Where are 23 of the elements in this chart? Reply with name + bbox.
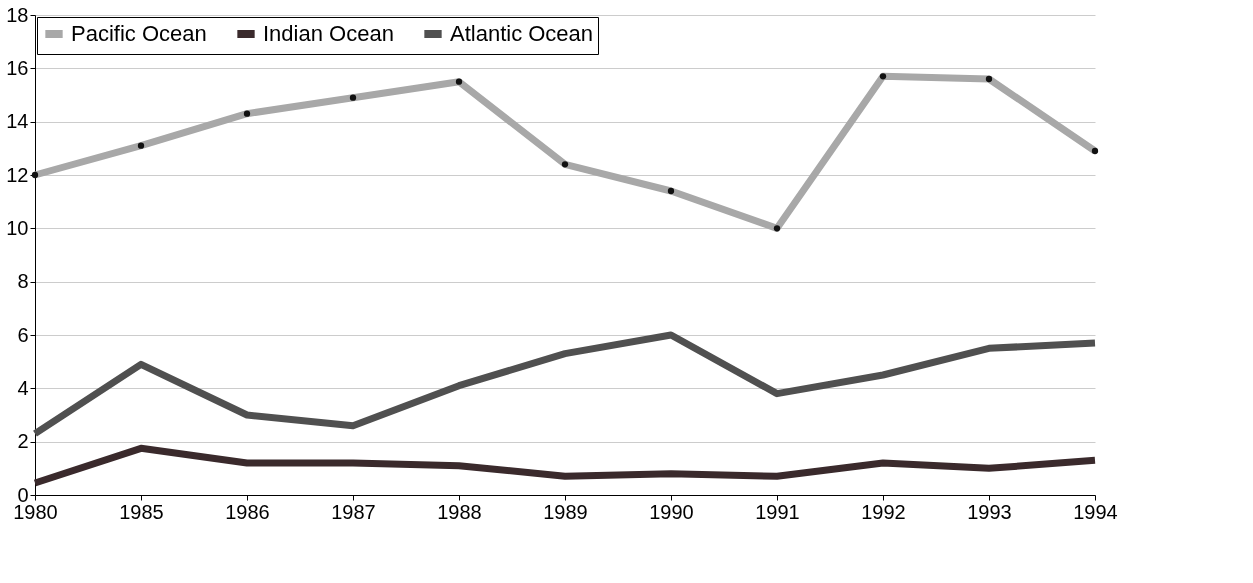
legend-label: Atlantic Ocean bbox=[450, 21, 594, 46]
legend-label: Indian Ocean bbox=[263, 21, 394, 46]
x-tick-label: 1985 bbox=[119, 500, 164, 523]
y-tick-label: 2 bbox=[17, 430, 29, 453]
y-tick-label: 0 bbox=[17, 483, 29, 506]
x-tick-label: 1989 bbox=[543, 500, 588, 523]
x-tick-label: 1993 bbox=[967, 500, 1012, 523]
x-tick-label: 1986 bbox=[225, 500, 270, 523]
y-tick-label: 6 bbox=[17, 323, 29, 346]
y-tick-label: 14 bbox=[6, 110, 29, 133]
legend-label: Pacific Ocean bbox=[71, 21, 207, 46]
y-tick-label: 16 bbox=[6, 56, 29, 79]
y-tick-label: 10 bbox=[6, 216, 29, 239]
y-tick-label: 12 bbox=[6, 163, 29, 186]
x-tick-label: 1988 bbox=[437, 500, 482, 523]
x-tick-label: 1991 bbox=[755, 500, 800, 523]
y-tick-label: 4 bbox=[17, 376, 29, 399]
y-tick-label: 18 bbox=[6, 3, 29, 26]
x-tick-label: 1990 bbox=[649, 500, 694, 523]
x-tick-label: 1992 bbox=[861, 500, 906, 523]
x-tick-label: 1987 bbox=[331, 500, 376, 523]
y-tick-label: 8 bbox=[17, 270, 29, 293]
x-tick-label: 1994 bbox=[1073, 500, 1118, 523]
